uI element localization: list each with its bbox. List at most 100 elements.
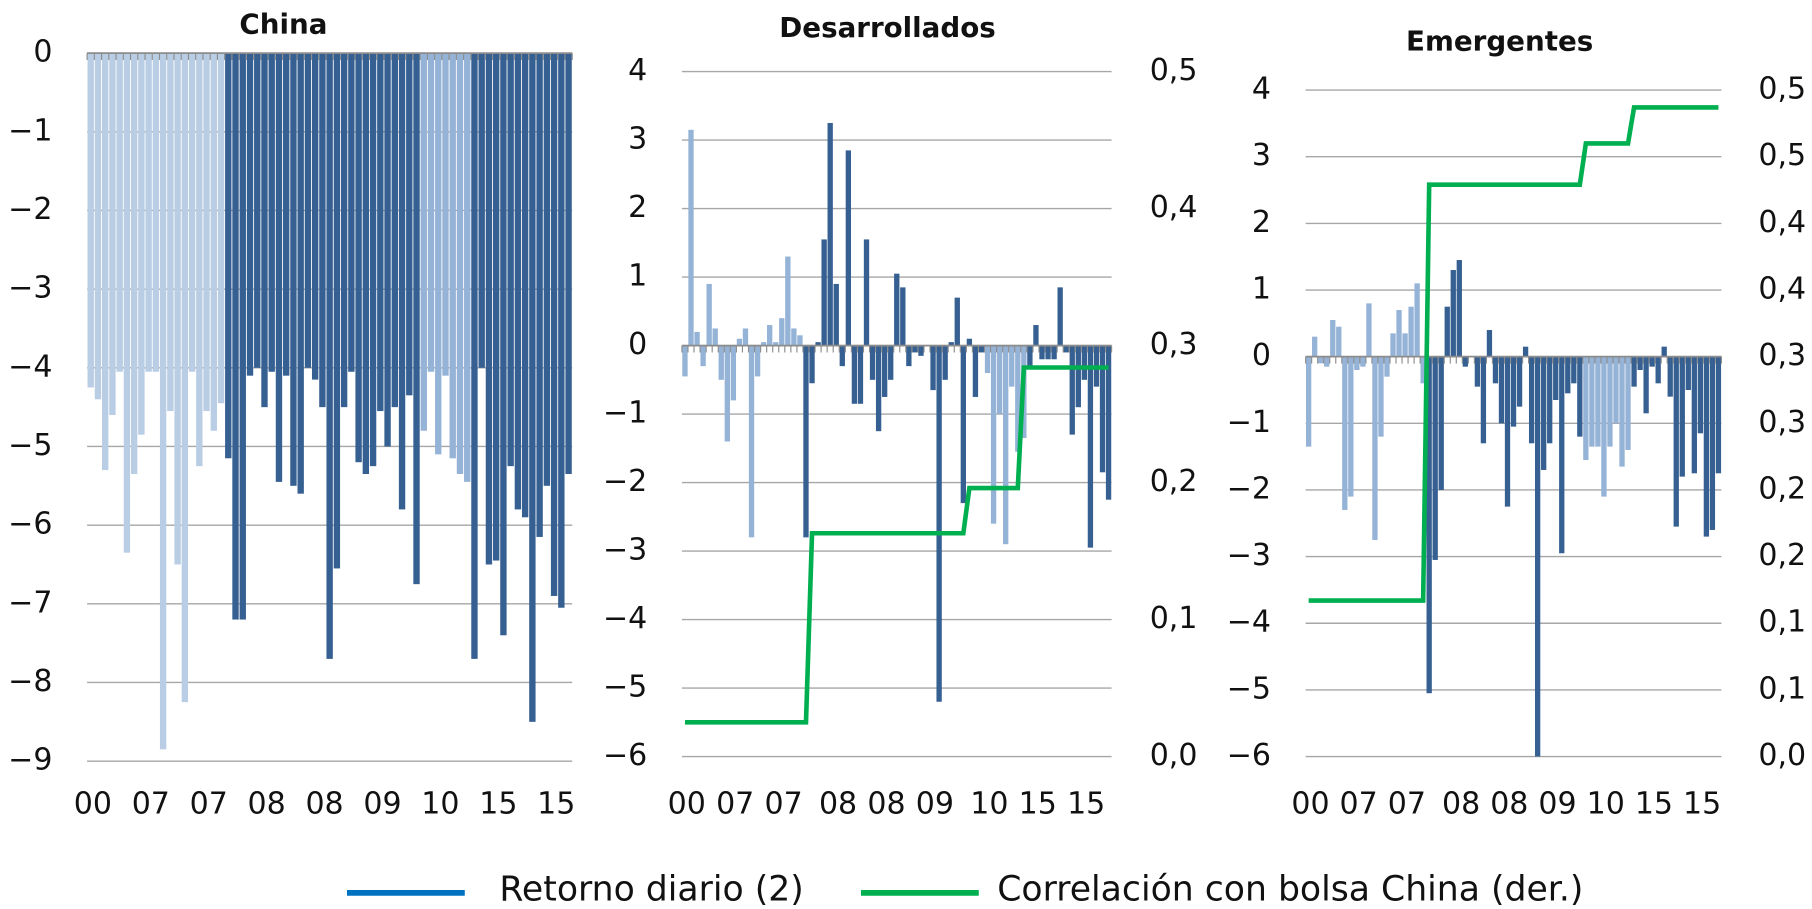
bar bbox=[326, 53, 333, 659]
bar bbox=[1330, 320, 1336, 357]
correlation-line bbox=[684, 365, 1109, 725]
y2-tick-label: 0,5 bbox=[1758, 138, 1806, 173]
y2-tick-label: 0,2 bbox=[1150, 464, 1198, 499]
bar bbox=[254, 53, 261, 368]
y2-tick-label: 0,2 bbox=[1758, 538, 1806, 573]
bar bbox=[1390, 333, 1396, 357]
x-tick-label: 07 bbox=[764, 787, 802, 822]
bar bbox=[420, 53, 427, 431]
y-tick-label: 4 bbox=[1252, 72, 1271, 107]
bar bbox=[1438, 356, 1444, 490]
bar bbox=[232, 53, 239, 620]
y2-tick-label: 0,4 bbox=[1758, 272, 1806, 307]
bar bbox=[821, 239, 827, 346]
x-tick-label: 08 bbox=[248, 787, 286, 822]
bar bbox=[1348, 356, 1354, 497]
y-tick-label: −1 bbox=[603, 396, 647, 431]
bar bbox=[748, 345, 755, 538]
bar bbox=[1372, 356, 1378, 540]
bar bbox=[1099, 345, 1106, 473]
bar bbox=[1480, 356, 1487, 444]
y-tick-label: −7 bbox=[8, 585, 52, 620]
x-tick-label: 07 bbox=[716, 787, 754, 822]
bar bbox=[1619, 356, 1625, 467]
bar bbox=[319, 53, 326, 408]
y-tick-label: −6 bbox=[8, 507, 52, 542]
bar bbox=[464, 53, 471, 482]
bar bbox=[1318, 356, 1324, 364]
bar bbox=[478, 53, 485, 368]
y2-tick-label: 0,2 bbox=[1758, 471, 1806, 506]
y2-tick-label: 0,0 bbox=[1150, 738, 1198, 773]
bar bbox=[398, 53, 406, 510]
chart-title: China bbox=[239, 7, 327, 40]
y2-tick-label: 0,1 bbox=[1758, 671, 1806, 706]
bar bbox=[1685, 356, 1691, 390]
bar bbox=[767, 325, 773, 346]
bar bbox=[791, 328, 797, 346]
bar bbox=[809, 345, 815, 384]
bar bbox=[1637, 356, 1643, 370]
bar bbox=[1408, 306, 1414, 357]
x-tick-label: 08 bbox=[819, 787, 857, 822]
bar bbox=[174, 53, 181, 565]
bar bbox=[1312, 336, 1318, 357]
x-tick-label: 10 bbox=[970, 787, 1008, 822]
bar bbox=[984, 345, 991, 373]
bar bbox=[688, 129, 694, 346]
bar bbox=[1305, 356, 1312, 447]
x-tick-label: 09 bbox=[363, 787, 401, 822]
bar bbox=[159, 53, 167, 750]
bar bbox=[833, 283, 839, 346]
x-tick-label: 07 bbox=[190, 787, 228, 822]
bar bbox=[550, 53, 558, 596]
bar bbox=[1057, 287, 1063, 346]
chart-title: Emergentes bbox=[1406, 25, 1593, 58]
bar bbox=[724, 345, 730, 442]
bar bbox=[87, 53, 94, 388]
bar bbox=[427, 53, 435, 372]
bar bbox=[1516, 356, 1523, 407]
y-tick-label: −1 bbox=[8, 113, 52, 148]
bar bbox=[712, 328, 718, 346]
bar bbox=[918, 345, 924, 356]
bar bbox=[1667, 356, 1673, 397]
bar bbox=[966, 338, 973, 346]
bar bbox=[1534, 356, 1541, 757]
bar bbox=[845, 150, 852, 346]
bar bbox=[912, 345, 918, 353]
bar bbox=[1444, 306, 1450, 357]
x-tick-label: 15 bbox=[479, 787, 517, 822]
bar bbox=[1105, 345, 1112, 500]
y-tick-label: −3 bbox=[8, 271, 52, 306]
bar bbox=[754, 345, 761, 377]
bar bbox=[1426, 356, 1432, 694]
bar bbox=[246, 53, 254, 376]
bar bbox=[348, 53, 355, 372]
bar bbox=[261, 53, 268, 408]
bar bbox=[996, 345, 1003, 415]
y-tick-label: −4 bbox=[8, 349, 52, 384]
bar bbox=[1577, 356, 1583, 437]
y-tick-label: −6 bbox=[1227, 738, 1271, 773]
bar bbox=[1565, 356, 1571, 394]
y-tick-label: 2 bbox=[1252, 205, 1271, 240]
y2-tick-label: 0,0 bbox=[1758, 738, 1806, 773]
bar bbox=[797, 335, 803, 346]
bar bbox=[948, 342, 954, 346]
bar bbox=[742, 328, 749, 346]
bar bbox=[145, 53, 152, 372]
bar bbox=[1547, 356, 1553, 444]
y-tick-label: 3 bbox=[628, 122, 647, 157]
bar bbox=[1510, 356, 1517, 427]
x-tick-label: 00 bbox=[74, 787, 112, 822]
bar bbox=[1559, 356, 1565, 554]
bar bbox=[1571, 356, 1577, 384]
bar bbox=[1607, 356, 1613, 447]
x-tick-label: 15 bbox=[1635, 787, 1673, 822]
bar bbox=[1039, 345, 1045, 360]
bar bbox=[167, 53, 174, 412]
bar bbox=[1360, 356, 1366, 367]
y-tick-label: 0 bbox=[628, 327, 647, 362]
